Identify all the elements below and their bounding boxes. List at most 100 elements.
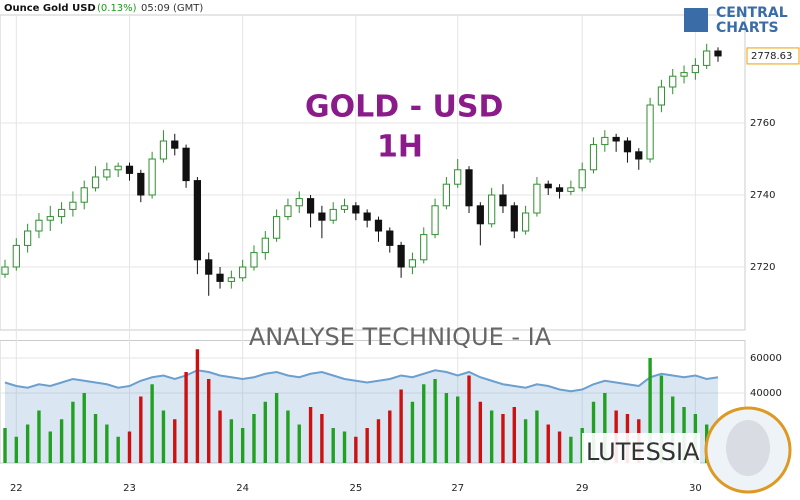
volume-bar (229, 419, 234, 463)
volume-bar (603, 393, 607, 463)
candle-body (714, 50, 722, 57)
avatar-face (726, 420, 770, 476)
candle-body (578, 169, 586, 189)
volume-bar (3, 428, 7, 463)
volume-bar (59, 419, 64, 463)
candle-body (363, 212, 371, 221)
candle-body (227, 277, 235, 282)
volume-bar (139, 396, 143, 463)
volume-bar (365, 428, 369, 463)
volume-bar (286, 410, 290, 463)
candle-body (182, 147, 190, 182)
volume-bar (467, 375, 471, 463)
volume-bar (14, 436, 19, 463)
x-tick-label: 22 (10, 483, 23, 494)
candle-body (261, 237, 269, 254)
volume-bar (523, 419, 528, 463)
candle-body (125, 165, 134, 174)
volume-bar (25, 424, 30, 463)
candle-body (691, 64, 699, 74)
candle-body (295, 198, 303, 207)
volume-bar (105, 424, 109, 463)
candle-body (408, 259, 417, 268)
volume-bar (478, 401, 483, 463)
candle-body (680, 72, 688, 77)
x-tick-label: 25 (349, 483, 362, 494)
x-tick-label: 29 (576, 483, 589, 494)
candle-body (431, 205, 439, 236)
volume-bar (331, 428, 335, 463)
candle-body (669, 75, 677, 88)
candle-body (318, 212, 326, 221)
volume-bar (71, 401, 75, 463)
candle-body (465, 169, 473, 207)
y-tick-label: 40000 (750, 388, 782, 399)
volume-bar (93, 414, 98, 463)
volume-bar (342, 431, 347, 463)
volume-average-line (4, 369, 719, 393)
change: (0.13%) (97, 3, 137, 14)
candle-body (703, 50, 711, 66)
candle-body (646, 104, 654, 160)
volume-bar (512, 407, 516, 463)
volume-bar (557, 431, 562, 463)
volume-bar (240, 428, 245, 463)
candle-body (635, 151, 643, 160)
candle-body (374, 219, 383, 232)
candle-body (1, 266, 9, 275)
candle-body (306, 198, 315, 214)
volume-bar (489, 410, 494, 463)
candle-body (205, 259, 213, 275)
volume-bar (354, 436, 358, 463)
candle-body (420, 234, 428, 261)
candle-body (567, 187, 575, 192)
candle-body (80, 187, 88, 203)
candle-body (216, 273, 224, 282)
volume-bar (591, 401, 596, 463)
volume-bar (161, 410, 166, 463)
candle-body (284, 205, 292, 218)
x-tick-label: 24 (236, 483, 249, 494)
candle-body (114, 165, 122, 171)
volume-bar (671, 396, 675, 463)
volume-bar (648, 358, 652, 463)
candle-body (488, 194, 496, 225)
candle-body (533, 183, 541, 214)
volume-bar (297, 424, 301, 463)
time: 05:09 (GMT) (141, 3, 203, 14)
logo-icon (684, 8, 708, 32)
candle-body (46, 216, 54, 221)
candle-body (340, 205, 349, 210)
watermark-title: GOLD - USD (305, 90, 503, 125)
candle-body (171, 140, 179, 149)
candle-body (250, 252, 258, 268)
last-price: 2778.63 (751, 51, 792, 62)
volume-bar (320, 414, 324, 463)
candle-body (273, 216, 281, 239)
candle-body (35, 219, 43, 232)
logo-bottom: CHARTS (716, 20, 779, 36)
volume-bar (116, 436, 120, 463)
volume-bar (546, 424, 550, 463)
candle-body (454, 169, 462, 185)
volume-bar (207, 379, 211, 463)
volume-bar (376, 419, 381, 463)
volume-bar (37, 410, 41, 463)
candle-body (159, 140, 168, 160)
candle-body (657, 86, 666, 106)
candle-body (12, 244, 20, 268)
volume-bar (444, 393, 449, 463)
candle-body (103, 169, 111, 178)
volume-bar (399, 389, 403, 463)
candle-body (91, 176, 100, 189)
candle-body (623, 140, 632, 153)
x-tick-label: 30 (689, 483, 702, 494)
candle-body (57, 208, 66, 218)
watermark-analysis: ANALYSE TECHNIQUE - IA (249, 323, 552, 351)
brand-box (582, 433, 700, 471)
volume-bar (150, 384, 154, 463)
volume-bar (195, 349, 200, 463)
volume-bar (263, 401, 267, 463)
candle-body (239, 266, 247, 279)
volume-bar (388, 410, 392, 463)
